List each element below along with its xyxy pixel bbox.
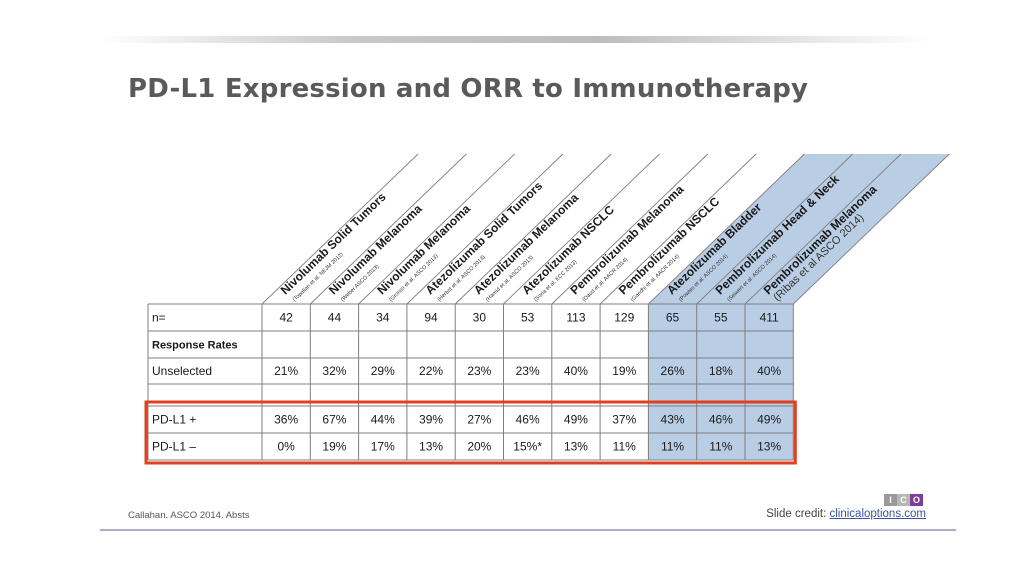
top-decorative-rule <box>100 36 930 43</box>
header-diagonal-7 <box>599 153 757 305</box>
header-diagonal-4 <box>454 153 612 305</box>
header-diagonal-0 <box>261 153 419 305</box>
header-diagonal-6 <box>551 153 709 305</box>
cell-5-5: 15%* <box>513 440 542 454</box>
cell-4-2: 44% <box>371 413 395 427</box>
bottom-decorative-rule <box>100 529 956 531</box>
cell-0-3: 94 <box>424 311 438 325</box>
cell-2-8: 26% <box>661 364 685 378</box>
cell-4-8: 43% <box>661 413 685 427</box>
highlight-fill-header <box>648 154 950 304</box>
row-label-0: n= <box>152 311 166 325</box>
credit-prefix: Slide credit: <box>766 508 830 520</box>
cell-0-2: 34 <box>376 311 390 325</box>
row-label-4: PD-L1 + <box>152 413 196 427</box>
cell-5-1: 19% <box>322 440 346 454</box>
highlight-fill-body <box>648 304 794 460</box>
credit-link[interactable]: clinicaloptions.com <box>829 508 926 520</box>
cell-2-7: 19% <box>612 364 636 378</box>
cell-2-2: 29% <box>371 364 395 378</box>
cell-5-4: 20% <box>467 440 491 454</box>
cell-4-9: 46% <box>709 413 733 427</box>
row-label-2: Unselected <box>152 364 212 378</box>
cell-4-3: 39% <box>419 413 443 427</box>
cell-5-2: 17% <box>371 440 395 454</box>
cell-0-7: 129 <box>614 311 634 325</box>
cell-4-6: 49% <box>564 413 588 427</box>
cell-0-6: 113 <box>566 311 585 325</box>
cell-0-4: 30 <box>473 311 487 325</box>
logo-letter-i: I <box>884 494 897 506</box>
logo-letter-c: C <box>897 494 910 506</box>
header-diagonal-5 <box>503 153 660 305</box>
slide-credit: Slide credit: clinicaloptions.com <box>766 508 926 520</box>
cell-4-10: 49% <box>757 413 781 427</box>
header-diagonal-10 <box>744 153 902 305</box>
slide-title: PD-L1 Expression and ORR to Immunotherap… <box>128 74 809 104</box>
cell-4-7: 37% <box>612 413 636 427</box>
cell-2-3: 22% <box>419 364 443 378</box>
cell-5-7: 11% <box>613 440 636 454</box>
cell-0-5: 53 <box>521 311 535 325</box>
cell-2-9: 18% <box>709 364 733 378</box>
cell-5-8: 11% <box>661 440 684 454</box>
cell-4-5: 46% <box>516 413 540 427</box>
cell-2-10: 40% <box>757 364 781 378</box>
cell-5-9: 11% <box>709 440 732 454</box>
header-diagonal-3 <box>406 153 564 305</box>
cell-2-1: 32% <box>322 364 346 378</box>
cell-2-5: 23% <box>516 364 540 378</box>
cell-4-4: 27% <box>467 413 491 427</box>
cell-2-6: 40% <box>564 364 588 378</box>
cell-0-0: 42 <box>279 311 293 325</box>
header-diagonal-9 <box>696 153 854 305</box>
pdl1-rows-outline <box>144 400 797 465</box>
cell-5-6: 13% <box>564 440 588 454</box>
header-diagonal-8 <box>648 153 805 305</box>
row-label-1: Response Rates <box>152 340 238 352</box>
cell-4-0: 36% <box>274 413 298 427</box>
cell-0-10: 411 <box>760 311 779 325</box>
cell-5-0: 0% <box>277 440 295 454</box>
header-diagonal-1 <box>309 153 467 305</box>
ico-logo: I C O <box>884 494 923 506</box>
header-diagonal-11 <box>792 153 950 305</box>
cell-0-9: 55 <box>714 311 728 325</box>
citation: Callahan. ASCO 2014. Absts <box>128 510 250 521</box>
cell-0-8: 65 <box>666 311 680 325</box>
cell-4-1: 67% <box>322 413 346 427</box>
header-diagonal-2 <box>358 153 515 305</box>
cell-2-0: 21% <box>274 364 298 378</box>
logo-letter-o: O <box>910 494 923 506</box>
cell-5-10: 13% <box>757 440 781 454</box>
cell-2-4: 23% <box>467 364 491 378</box>
cell-0-1: 44 <box>328 311 342 325</box>
cell-5-3: 13% <box>419 440 443 454</box>
row-label-5: PD-L1 – <box>152 440 196 454</box>
